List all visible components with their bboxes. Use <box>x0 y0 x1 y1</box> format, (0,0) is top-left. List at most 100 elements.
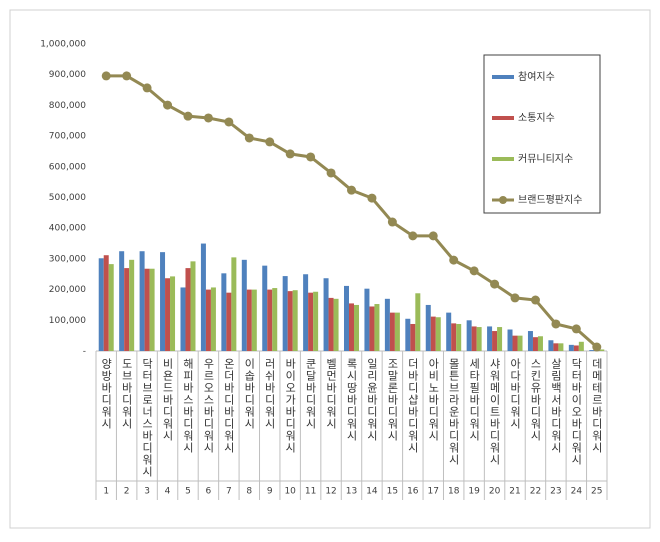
line-point <box>244 133 254 143</box>
bar <box>507 329 513 351</box>
legend-label: 참여지수 <box>518 71 555 83</box>
bar <box>364 288 370 351</box>
rank-label: 19 <box>468 487 480 497</box>
rank-label: 24 <box>571 487 583 497</box>
rank-label: 23 <box>550 487 561 497</box>
bar <box>272 288 278 351</box>
bar <box>180 287 186 351</box>
line-point <box>285 149 295 159</box>
bar <box>262 265 268 351</box>
bar <box>108 264 114 351</box>
bar <box>267 289 273 351</box>
x-tick-label: 바이오가바디워시 <box>284 358 297 454</box>
x-tick-label: 스킨유바디워시 <box>529 358 542 442</box>
rank-label: 18 <box>448 487 460 497</box>
x-tick-label: 세타필바디워시 <box>468 358 481 442</box>
rank-label: 15 <box>387 487 398 497</box>
x-tick-label: 아다바디워시 <box>509 358 522 430</box>
bar <box>548 340 554 351</box>
rank-label: 7 <box>226 487 232 497</box>
y-tick-label: 100,000 <box>49 316 86 326</box>
bar <box>578 341 584 351</box>
line-point <box>101 71 111 81</box>
bar <box>323 278 329 351</box>
bar <box>415 293 421 351</box>
rank-label: 17 <box>428 487 439 497</box>
bar <box>221 273 227 351</box>
bar <box>487 326 493 351</box>
bar <box>287 291 293 351</box>
bar <box>313 291 319 351</box>
legend-label: 브랜드평판지수 <box>518 194 582 206</box>
x-tick-label: 온더바디바디워시 <box>222 358 235 454</box>
line-point <box>551 319 561 329</box>
rank-label: 11 <box>305 487 316 497</box>
bar <box>119 251 125 351</box>
bar <box>573 345 579 351</box>
line-point <box>326 168 336 178</box>
legend-swatch-marker <box>499 196 507 204</box>
bar <box>124 268 130 351</box>
bar <box>149 268 155 351</box>
line-point <box>224 117 234 127</box>
bar <box>251 289 257 351</box>
bar <box>369 306 375 351</box>
rank-label: 9 <box>267 487 273 497</box>
bar <box>430 316 436 351</box>
rank-label: 6 <box>206 487 212 497</box>
bar <box>349 303 354 351</box>
rank-label: 20 <box>489 487 501 497</box>
y-tick-label: 900,000 <box>49 70 86 80</box>
line-point <box>306 152 316 162</box>
bar <box>599 349 605 351</box>
bar <box>497 327 503 351</box>
y-tick-label: 1,000,000 <box>40 40 86 50</box>
x-tick-label: 데메테르바디워시 <box>590 358 603 454</box>
legend-swatch <box>492 157 514 161</box>
bar <box>466 320 472 351</box>
legend-swatch <box>492 116 514 120</box>
bar <box>282 276 288 351</box>
rank-label: 5 <box>185 487 191 497</box>
bar <box>308 292 314 351</box>
bar <box>354 304 359 351</box>
bar <box>374 304 380 351</box>
line-point <box>122 71 132 81</box>
bar <box>328 297 334 351</box>
line-point <box>203 113 213 123</box>
bar <box>241 259 247 351</box>
x-tick-label: 일리윤바디워시 <box>365 357 378 442</box>
bar <box>527 331 533 351</box>
bar <box>446 312 452 351</box>
rank-label: 8 <box>246 487 252 497</box>
x-tick-label: 비욘드바디워시 <box>161 358 174 442</box>
y-tick-label: - <box>83 347 86 357</box>
rank-label: 10 <box>284 487 296 497</box>
line-point <box>449 255 459 265</box>
x-tick-label: 도브바디워시 <box>120 358 133 430</box>
bar <box>139 251 145 351</box>
bar <box>303 274 309 351</box>
legend-label: 소통지수 <box>518 112 555 124</box>
bar <box>394 312 400 351</box>
line-point <box>592 342 602 352</box>
bar <box>435 317 441 351</box>
rank-label: 12 <box>325 487 336 497</box>
bar <box>532 337 538 351</box>
bar <box>451 323 457 351</box>
bar <box>190 261 196 351</box>
bar <box>410 323 416 351</box>
bar <box>231 257 237 351</box>
rank-label: 16 <box>407 487 419 497</box>
bar <box>389 312 395 351</box>
x-tick-label: 벨먼바디워시 <box>325 358 338 430</box>
rank-label: 13 <box>346 487 357 497</box>
bar <box>144 268 150 351</box>
x-tick-label: 해피바스바디워시 <box>181 357 194 454</box>
x-tick-label: 이솝바디워시 <box>243 358 256 430</box>
rank-label: 1 <box>103 487 109 497</box>
bar <box>103 255 109 351</box>
bar <box>200 243 206 351</box>
line-point <box>387 217 397 227</box>
